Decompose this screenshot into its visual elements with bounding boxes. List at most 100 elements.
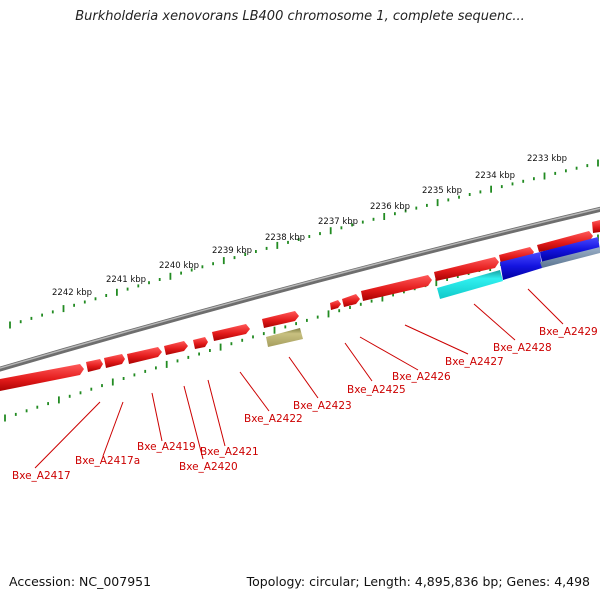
- gene-label-bxe-a2423: Bxe_A2423: [293, 400, 352, 412]
- inner-scale-tick: [370, 299, 373, 303]
- outer-scale-tick: [436, 199, 439, 207]
- gene-bxe-a2429[interactable]: [537, 231, 593, 252]
- gene-bxe-a2425[interactable]: [330, 300, 341, 310]
- outer-scale-tick: [308, 235, 311, 238]
- outer-scale-tick: [212, 262, 214, 266]
- inner-scale-tick: [327, 310, 330, 318]
- gene-label-bxe-a2429: Bxe_A2429: [539, 326, 598, 338]
- gene-bxe-a2418[interactable]: [104, 354, 125, 368]
- outer-scale-tick: [319, 232, 321, 236]
- outer-scale-tick: [244, 253, 247, 256]
- inner-scale-tick: [176, 359, 179, 363]
- gene-bxe-a2423[interactable]: [266, 328, 303, 347]
- gene-bxe-a2420[interactable]: [164, 341, 188, 355]
- gene-bxe-a2427[interactable]: [361, 275, 432, 301]
- accession-text: Accession: NC_007951: [9, 574, 152, 589]
- outer-scale-tick: [201, 265, 204, 269]
- kbp-label-2242: 2242 kbp: [52, 288, 92, 298]
- outer-scale-tick: [372, 217, 375, 221]
- outer-scale-tick: [190, 268, 193, 272]
- gene-bxe-a2421[interactable]: [193, 337, 208, 349]
- gene-bxe-a2430[interactable]: [592, 220, 600, 233]
- kbp-label-2236: 2236 kbp: [370, 202, 410, 212]
- kbp-label-2238: 2238 kbp: [265, 233, 305, 243]
- gene-bxe-a2417a[interactable]: [86, 359, 103, 372]
- gene-bxe-a2422[interactable]: [212, 324, 250, 341]
- outer-scale-tick: [297, 238, 300, 241]
- outer-scale-ticks: [9, 159, 599, 329]
- outer-scale-tick: [73, 303, 75, 307]
- inner-scale-tick: [133, 373, 136, 377]
- outer-scale-tick: [447, 198, 450, 202]
- inner-scale-tick: [435, 279, 438, 287]
- kbp-label-2241: 2241 kbp: [106, 275, 146, 285]
- inner-scale-tick: [306, 318, 308, 322]
- outer-scale-tick: [522, 179, 525, 183]
- outer-scale-tick: [575, 166, 578, 170]
- gene-bxe-a2428[interactable]: [499, 247, 534, 264]
- inner-scale-tick: [25, 409, 28, 413]
- outer-scale-tick: [351, 223, 353, 227]
- inner-scale-tick: [349, 306, 351, 309]
- gene-label-bxe-a2428: Bxe_A2428: [493, 342, 552, 354]
- inner-scale-tick: [36, 405, 39, 409]
- outer-scale-tick: [511, 182, 514, 186]
- gene-bxe-a2428-blue[interactable]: [500, 252, 542, 280]
- gene-bxe-a2429-blue[interactable]: [540, 237, 600, 262]
- outer-scale-tick: [383, 213, 386, 220]
- gene-bxe-a2427b[interactable]: [434, 257, 499, 281]
- gene-bxe-a2422b[interactable]: [262, 311, 299, 328]
- gene-bxe-a2428-cyan[interactable]: [437, 270, 503, 299]
- inner-scale-tick: [456, 275, 459, 278]
- gene-bxe-a2426[interactable]: [342, 294, 360, 307]
- outer-scale-tick: [105, 294, 108, 297]
- outer-scale-tick: [158, 278, 161, 281]
- outer-scale-tick: [287, 240, 289, 244]
- inner-scale-tick: [241, 338, 244, 342]
- gene-bxe-a2419[interactable]: [127, 347, 162, 364]
- outer-scale-tick: [458, 195, 460, 199]
- outer-scale-tick: [329, 227, 332, 235]
- outer-scale-tick: [565, 169, 567, 173]
- gene-label-bxe-a2425: Bxe_A2425: [347, 384, 406, 396]
- inner-scale-tick: [446, 278, 448, 281]
- outer-scale-tick: [479, 190, 482, 194]
- outer-scale-tick: [83, 300, 86, 304]
- outer-scale-tick: [94, 297, 97, 301]
- outer-scale-tick: [415, 206, 418, 210]
- outer-scale-tick: [222, 257, 225, 265]
- outer-scale-tick: [9, 321, 11, 329]
- chromosome-backbone: [0, 206, 600, 372]
- gene-label-bxe-a2422: Bxe_A2422: [244, 413, 303, 425]
- inner-scale-tick: [252, 335, 254, 339]
- inner-scale-tick: [219, 343, 222, 351]
- outer-scale-tick: [116, 288, 118, 296]
- gene-bxe-a2417[interactable]: [0, 364, 84, 392]
- outer-scale-tick: [490, 185, 492, 193]
- inner-scale-tick: [230, 342, 233, 346]
- gene-label-bxe-a2426: Bxe_A2426: [392, 371, 451, 383]
- outer-scale-tick: [19, 320, 22, 324]
- label-leaders: [34, 288, 564, 469]
- kbp-label-2235: 2235 kbp: [422, 186, 462, 196]
- inner-scale-tick: [165, 360, 168, 368]
- outer-scale-tick: [276, 241, 279, 249]
- inner-scale-tick: [4, 414, 6, 422]
- outer-scale-tick: [41, 313, 43, 317]
- inner-scale-tick: [392, 293, 394, 297]
- gene-label-bxe-a2419: Bxe_A2419: [137, 441, 196, 453]
- inner-scale-tick: [79, 391, 82, 395]
- inner-scale-tick: [359, 302, 362, 306]
- gene-label-bxe-a2417a: Bxe_A2417a: [75, 455, 140, 467]
- gene-bxe-a2429-slate[interactable]: [540, 247, 600, 268]
- gene-label-bxe-a2420: Bxe_A2420: [179, 461, 238, 473]
- outer-scale-tick: [62, 305, 65, 313]
- inner-scale-tick: [295, 322, 297, 326]
- outer-scale-tick: [468, 193, 471, 196]
- kbp-label-2237: 2237 kbp: [318, 217, 358, 227]
- outer-scale-tick: [586, 164, 589, 168]
- gene-label-bxe-a2421: Bxe_A2421: [200, 446, 259, 458]
- inner-scale-tick: [58, 396, 60, 404]
- inner-scale-tick: [111, 378, 114, 386]
- outer-scale-tick: [404, 209, 407, 213]
